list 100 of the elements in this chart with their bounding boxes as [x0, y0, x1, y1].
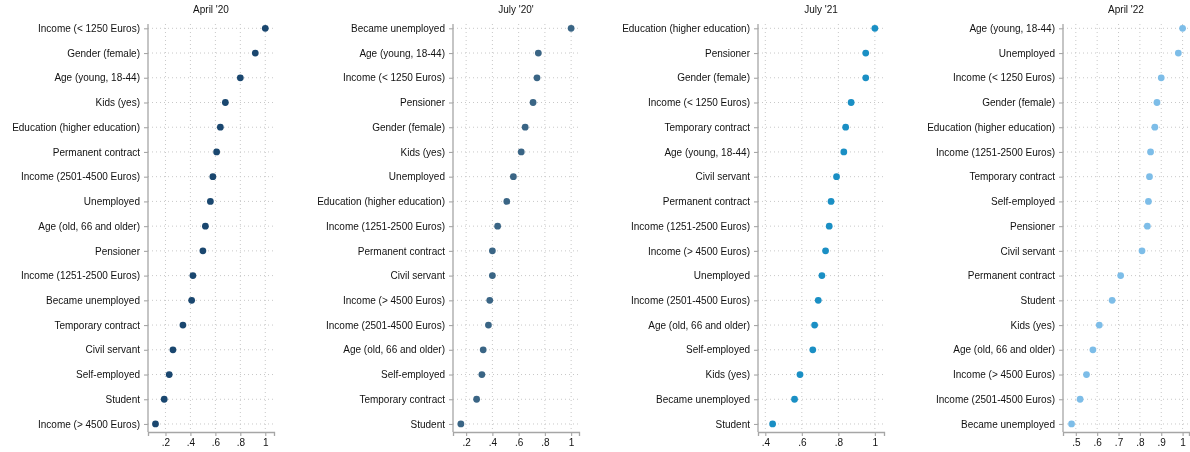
- point: [529, 99, 537, 106]
- point: [840, 148, 848, 156]
- y-tick-label: Temporary contract: [664, 121, 751, 133]
- point: [1143, 222, 1151, 230]
- y-tick-label: Unemployed: [388, 171, 445, 183]
- y-tick-label: Student: [715, 418, 751, 430]
- y-tick-label: Age (young, 18-44): [359, 47, 445, 59]
- point: [1174, 49, 1182, 57]
- chart-title: April '20: [193, 4, 230, 15]
- y-tick-label: Education (higher education): [317, 196, 445, 208]
- point: [1076, 395, 1084, 403]
- y-tick-label: Income (> 4500 Euros): [953, 369, 1055, 381]
- y-tick-label: Permanent contract: [357, 245, 446, 257]
- point: [862, 49, 870, 57]
- y-tick-label: Income (2501-4500 Euros): [21, 171, 140, 183]
- point: [533, 74, 541, 82]
- point: [160, 395, 168, 403]
- point: [179, 321, 187, 329]
- point: [479, 346, 487, 354]
- point: [485, 321, 492, 329]
- y-tick-label: Pensioner: [704, 47, 751, 59]
- point: [1068, 420, 1075, 428]
- x-tick-label: .6: [514, 437, 524, 449]
- point: [1117, 272, 1125, 279]
- y-tick-label: Income (> 4500 Euros): [343, 295, 445, 307]
- y-tick-label: Income (< 1250 Euros): [953, 72, 1055, 84]
- y-tick-label: Permanent contract: [967, 270, 1056, 282]
- y-tick-label: Became unemployed: [46, 295, 140, 307]
- y-tick-label: Pensioner: [94, 245, 141, 257]
- point: [251, 49, 259, 57]
- y-tick-label: Income (2501-4500 Euros): [326, 319, 445, 331]
- y-tick-label: Age (old, 66 and older): [648, 319, 750, 331]
- point: [1138, 247, 1146, 255]
- point: [1145, 198, 1152, 205]
- point: [1108, 296, 1116, 304]
- y-tick-label: Education (higher education): [622, 23, 750, 34]
- y-tick-label: Age (old, 66 and older): [953, 344, 1055, 356]
- point: [488, 247, 496, 255]
- point: [1179, 24, 1186, 32]
- y-tick-label: Kids (yes): [95, 97, 140, 109]
- x-tick-label: .4: [186, 437, 196, 449]
- point: [822, 247, 829, 255]
- point: [833, 173, 840, 181]
- x-tick-label: .2: [161, 437, 171, 449]
- y-tick-label: Income (2501-4500 Euros): [936, 393, 1055, 405]
- y-tick-label: Unemployed: [693, 270, 750, 282]
- y-tick-label: Unemployed: [83, 196, 140, 208]
- chart-title: July '20': [498, 4, 534, 15]
- point: [517, 148, 525, 156]
- y-tick-label: Income (1251-2500 Euros): [631, 220, 750, 232]
- point: [216, 123, 224, 131]
- y-tick-label: Income (< 1250 Euros): [648, 97, 750, 109]
- point: [488, 272, 496, 279]
- y-tick-label: Education (higher education): [927, 121, 1055, 133]
- y-tick-label: Permanent contract: [52, 146, 141, 158]
- x-tick-label: 1: [872, 437, 879, 449]
- y-tick-label: Civil servant: [695, 171, 751, 183]
- y-tick-label: Permanent contract: [662, 196, 751, 208]
- point: [825, 222, 833, 230]
- point: [818, 272, 826, 279]
- point: [213, 148, 220, 156]
- point: [1151, 123, 1159, 131]
- y-tick-label: Temporary contract: [359, 393, 446, 405]
- x-tick-label: .6: [1093, 437, 1103, 449]
- point: [209, 173, 217, 181]
- y-tick-label: Civil servant: [1000, 245, 1056, 257]
- y-tick-label: Income (> 4500 Euros): [38, 418, 140, 430]
- x-tick-label: .9: [1157, 437, 1167, 449]
- y-tick-label: Became unemployed: [961, 418, 1055, 430]
- point: [769, 420, 776, 428]
- x-tick-label: 1: [262, 437, 269, 449]
- x-tick-label: .6: [211, 437, 221, 449]
- point: [814, 296, 822, 304]
- point: [473, 395, 481, 403]
- x-tick-label: .6: [798, 437, 807, 449]
- point: [509, 173, 517, 181]
- x-tick-label: .8: [236, 437, 246, 449]
- y-tick-label: Civil servant: [390, 270, 446, 282]
- point: [152, 420, 159, 428]
- point: [165, 371, 173, 378]
- point: [199, 247, 207, 255]
- y-tick-label: Age (young, 18-44): [969, 23, 1055, 34]
- point: [809, 346, 817, 354]
- y-tick-label: Education (higher education): [12, 121, 140, 133]
- point: [202, 222, 209, 230]
- point: [188, 296, 196, 304]
- point: [847, 99, 855, 106]
- y-tick-label: Student: [105, 393, 141, 405]
- x-tick-label: .8: [834, 437, 844, 449]
- chart-title: April '22: [1108, 4, 1145, 15]
- y-tick-label: Income (1251-2500 Euros): [326, 220, 445, 232]
- x-tick-label: .4: [761, 437, 771, 449]
- y-tick-label: Income (< 1250 Euros): [343, 72, 445, 84]
- x-tick-label: .8: [541, 437, 550, 449]
- point: [811, 321, 818, 329]
- y-tick-label: Became unemployed: [351, 23, 445, 34]
- point: [457, 420, 465, 428]
- x-tick-label: .5: [1072, 437, 1081, 449]
- chart-title: July '21: [804, 4, 839, 15]
- x-tick-label: .7: [1114, 437, 1124, 449]
